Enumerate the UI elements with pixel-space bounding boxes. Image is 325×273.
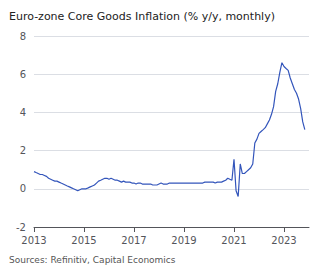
svg-text:2015: 2015	[71, 235, 96, 246]
svg-text:0: 0	[20, 183, 26, 194]
svg-text:-2: -2	[16, 222, 26, 233]
svg-text:Sources: Refinitiv, Capital Ec: Sources: Refinitiv, Capital Economics	[9, 255, 176, 265]
svg-text:2017: 2017	[121, 235, 146, 246]
svg-text:2021: 2021	[221, 235, 246, 246]
svg-text:8: 8	[20, 31, 26, 42]
svg-text:6: 6	[20, 69, 26, 80]
svg-text:4: 4	[20, 107, 26, 118]
svg-text:2013: 2013	[21, 235, 46, 246]
svg-text:2: 2	[20, 145, 26, 156]
svg-text:2023: 2023	[271, 235, 296, 246]
svg-text:2019: 2019	[171, 235, 196, 246]
svg-text:Euro-zone Core Goods Inflation: Euro-zone Core Goods Inflation (% y/y, m…	[9, 10, 275, 23]
